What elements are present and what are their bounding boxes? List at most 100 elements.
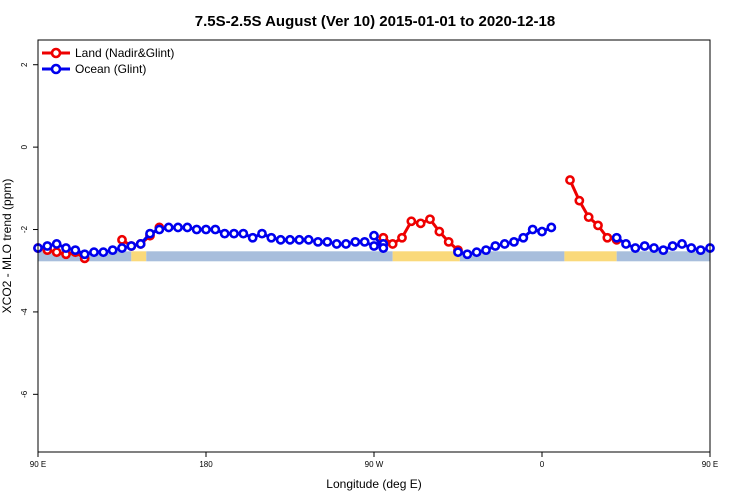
data-point xyxy=(369,230,379,241)
data-point xyxy=(163,222,174,233)
data-point xyxy=(350,236,361,247)
data-point xyxy=(695,245,706,256)
data-point xyxy=(602,232,613,243)
data-point xyxy=(453,247,463,258)
data-point xyxy=(611,232,622,243)
legend: Land (Nadir&Glint) Ocean (Glint) xyxy=(42,46,174,76)
band-segment-land xyxy=(564,251,617,262)
data-point xyxy=(173,222,183,233)
data-point xyxy=(117,234,127,245)
data-point xyxy=(593,220,603,231)
data-point xyxy=(117,243,127,253)
x-axis: 90 E 180 90 W 0 90 E xyxy=(30,452,718,469)
data-point xyxy=(247,232,258,243)
data-point xyxy=(509,236,519,247)
legend-item-land: Land (Nadir&Glint) xyxy=(42,46,174,60)
chart-title: 7.5S-2.5S August (Ver 10) 2015-01-01 to … xyxy=(195,13,555,30)
data-point xyxy=(481,245,491,256)
data-point xyxy=(462,249,473,260)
data-point xyxy=(145,228,155,239)
x-tick-label: 180 xyxy=(199,460,213,469)
data-point xyxy=(406,216,417,227)
data-point xyxy=(359,236,370,247)
legend-label: Ocean (Glint) xyxy=(75,62,146,76)
legend-item-ocean: Ocean (Glint) xyxy=(42,62,146,76)
data-point xyxy=(303,234,314,245)
data-point xyxy=(574,195,585,206)
data-point xyxy=(415,218,426,229)
y-tick-label: -2 xyxy=(20,225,29,233)
surface-band xyxy=(38,251,710,262)
data-point xyxy=(238,228,249,239)
data-point xyxy=(686,243,697,253)
band-segment-ocean xyxy=(616,251,710,262)
data-point xyxy=(434,226,445,237)
data-point xyxy=(527,224,538,235)
x-tick-label: 0 xyxy=(540,460,545,469)
data-point xyxy=(443,236,454,247)
band-segment-land xyxy=(131,251,147,262)
data-point xyxy=(294,234,305,245)
data-point xyxy=(182,222,193,233)
data-point xyxy=(341,239,351,249)
band-segment-ocean xyxy=(146,251,393,262)
x-tick-label: 90 E xyxy=(30,460,46,469)
series-land xyxy=(33,175,622,264)
data-point xyxy=(667,241,678,251)
y-tick-label: 0 xyxy=(20,144,29,149)
data-point xyxy=(201,224,211,235)
series-line xyxy=(568,179,617,242)
data-point xyxy=(219,228,230,239)
y-axis-label: XCO2 - MLO trend (ppm) xyxy=(0,179,14,314)
data-point xyxy=(70,245,81,256)
data-point xyxy=(658,245,669,256)
band-segment-ocean xyxy=(459,251,565,262)
data-point xyxy=(275,234,286,245)
data-point xyxy=(378,243,389,253)
data-point xyxy=(135,239,146,249)
data-point xyxy=(266,232,277,243)
data-point xyxy=(471,247,482,258)
data-point xyxy=(677,239,687,249)
data-point xyxy=(89,247,99,258)
data-point xyxy=(154,224,165,235)
series-ocean xyxy=(33,222,715,260)
y-axis: 2 0 -2 -4 -6 xyxy=(20,62,38,398)
data-point xyxy=(583,212,594,223)
data-point xyxy=(649,243,659,253)
x-tick-label: 90 E xyxy=(702,460,718,469)
y-tick-label: 2 xyxy=(20,62,29,67)
data-point xyxy=(42,241,53,251)
data-point xyxy=(98,247,109,258)
data-point xyxy=(331,239,342,249)
data-point xyxy=(369,241,379,251)
data-point xyxy=(61,243,71,253)
data-point xyxy=(639,241,650,251)
x-axis-label: Longitude (deg E) xyxy=(326,477,421,491)
data-point xyxy=(565,175,575,185)
data-point xyxy=(425,214,435,225)
data-point xyxy=(210,224,221,235)
series-layer xyxy=(33,175,715,264)
data-point xyxy=(79,249,90,260)
data-point xyxy=(257,228,267,239)
band-segment-land xyxy=(392,251,460,262)
y-tick-label: -4 xyxy=(20,308,29,316)
data-point xyxy=(546,222,557,233)
data-point xyxy=(630,243,641,253)
data-point xyxy=(322,236,333,247)
data-point xyxy=(518,232,529,243)
data-point xyxy=(397,232,407,243)
legend-marker xyxy=(50,63,62,75)
y-tick-label: -6 xyxy=(20,390,29,398)
x-tick-label: 90 W xyxy=(365,460,384,469)
data-point xyxy=(537,226,547,237)
data-point xyxy=(490,241,501,251)
data-point xyxy=(107,245,118,256)
data-point xyxy=(229,228,239,239)
data-point xyxy=(313,236,323,247)
data-point xyxy=(191,224,202,235)
data-point xyxy=(51,247,62,258)
data-point xyxy=(387,239,398,249)
